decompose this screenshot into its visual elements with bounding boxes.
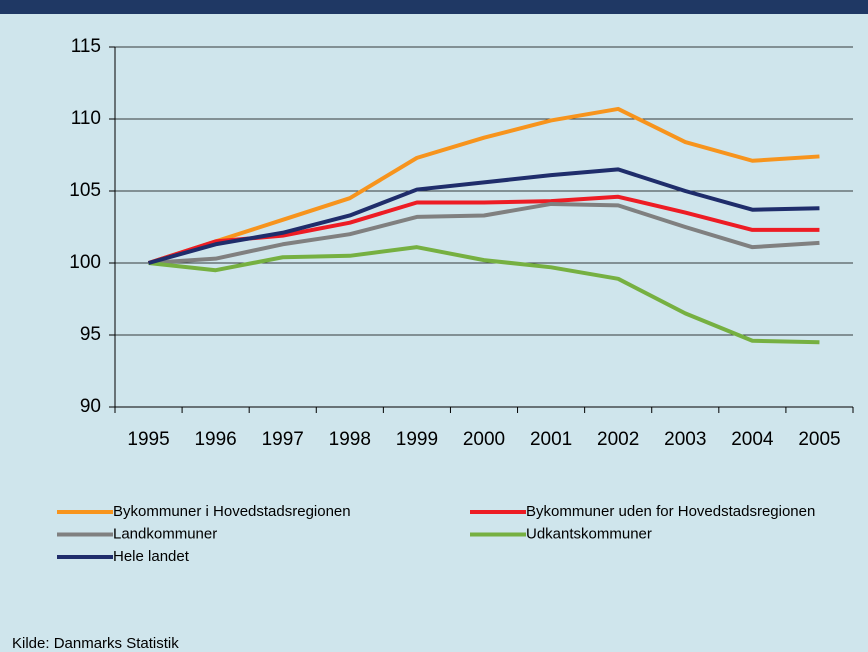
x-tick-label: 2001 [530,429,572,450]
legend-label: Bykommuner i Hovedstadsregionen [113,503,351,520]
y-tick-label: 95 [80,324,101,345]
source: Kilde: Danmarks Statistik [12,635,179,652]
x-tick-label: 2003 [664,429,706,450]
x-tick-label: 2002 [597,429,639,450]
series-line [148,167,820,265]
x-tick-label: 2005 [798,429,840,450]
y-tick-label: 105 [69,180,101,201]
x-tick-label: 1995 [127,429,169,450]
x-tick-label: 1996 [194,429,236,450]
series-line [148,201,820,265]
y-tick-label: 115 [71,36,101,57]
series-line [147,106,820,265]
x-tick-label: 1998 [329,429,371,450]
legend-label: Udkantskommuner [526,525,652,542]
x-tick-label: 2000 [463,429,505,450]
x-tick-label: 1997 [262,429,304,450]
y-tick-label: 100 [69,252,101,273]
legend-label: Landkommuner [113,525,217,542]
legend-label: Bykommuner uden for Hovedstadsregionen [526,503,815,520]
y-tick-label: 110 [71,108,101,129]
series-line [148,245,820,345]
x-tick-label: 1999 [396,429,438,450]
legend-label: Hele landet [113,548,190,565]
y-tick-label: 90 [80,396,101,417]
x-tick-label: 2004 [731,429,774,450]
header-band [0,0,868,14]
